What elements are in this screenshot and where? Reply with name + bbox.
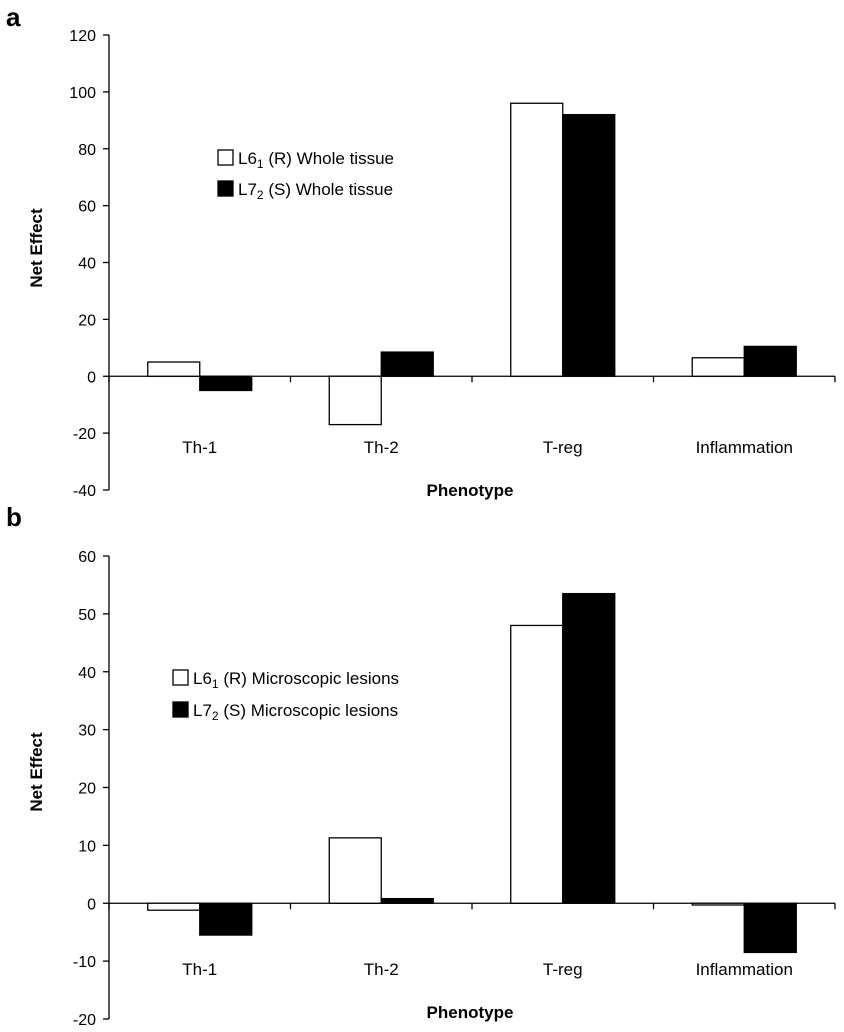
y-axis-title-a: Net Effect xyxy=(27,208,46,288)
panel-letter-a: a xyxy=(6,2,21,32)
y-tick-label-a-7: 100 xyxy=(69,85,96,102)
y-tick-label-a-6: 80 xyxy=(78,142,96,159)
bar-a-3-0 xyxy=(691,357,745,377)
legend-name-b-1: L7 xyxy=(193,701,212,720)
legend-a: L61 (R) Whole tissue L72 (S) Whole tissu… xyxy=(217,149,394,202)
legend-sub-b-1: 2 xyxy=(212,709,219,723)
y-tick-label-b-6: 40 xyxy=(78,665,96,682)
legend-label-a-1: L72 (S) Whole tissue xyxy=(238,180,393,202)
y-tick-label-b-8: 60 xyxy=(78,549,96,566)
y-tick-label-b-1: -10 xyxy=(73,954,96,971)
y-ticks-a: -40 -20 0 20 40 60 80 100 120 xyxy=(69,28,109,500)
bar-a-0-1 xyxy=(199,375,253,392)
panel-letter-b: b xyxy=(6,502,22,532)
category-labels-a: Th-1 Th-2 T-reg Inflammation xyxy=(182,438,793,457)
bar-b-1-0 xyxy=(328,837,382,904)
category-label-a-3: Inflammation xyxy=(696,438,793,457)
y-tick-label-b-2: 0 xyxy=(87,896,96,913)
legend-name-a-1: L7 xyxy=(238,180,257,199)
y-tick-label-b-0: -20 xyxy=(73,1012,96,1029)
bar-b-2-1 xyxy=(562,592,616,904)
category-label-b-2: T-reg xyxy=(543,960,583,979)
axes-a xyxy=(108,35,836,490)
bar-b-3-1 xyxy=(743,902,797,954)
category-label-b-3: Inflammation xyxy=(696,960,793,979)
legend-suffix-a-0: (R) Whole tissue xyxy=(264,149,394,168)
y-tick-label-a-0: -40 xyxy=(73,483,96,500)
legend-swatch-a-1 xyxy=(217,180,234,197)
panel-a: a Net Effect Phenotype -40 -20 0 20 40 60 80 10… xyxy=(6,2,836,500)
legend-swatch-a-0 xyxy=(217,149,234,166)
y-tick-label-a-1: -20 xyxy=(73,426,96,443)
legend-suffix-b-0: (R) Microscopic lesions xyxy=(219,669,399,688)
bar-b-3-0 xyxy=(691,902,745,906)
y-tick-label-a-3: 20 xyxy=(78,312,96,329)
bars-b xyxy=(147,592,797,954)
y-tick-label-a-2: 0 xyxy=(87,369,96,386)
legend-label-a-0: L61 (R) Whole tissue xyxy=(238,149,394,171)
y-tick-label-b-7: 50 xyxy=(78,607,96,624)
legend-b: L61 (R) Microscopic lesions L72 (S) Micr… xyxy=(172,669,399,723)
panel-b: b Net Effect Phenotype -20 -10 0 10 20 30 40 50… xyxy=(6,502,836,1029)
legend-label-b-1: L72 (S) Microscopic lesions xyxy=(193,701,398,723)
y-tick-label-a-4: 40 xyxy=(78,256,96,273)
bar-b-1-1 xyxy=(380,897,434,904)
x-axis-title-a: Phenotype xyxy=(427,481,514,500)
y-tick-label-b-4: 20 xyxy=(78,781,96,798)
legend-sub-a-0: 1 xyxy=(257,157,264,171)
x-axis-title-b: Phenotype xyxy=(427,1003,514,1022)
bars-a xyxy=(147,102,797,426)
legend-swatch-b-1 xyxy=(172,701,189,718)
legend-label-b-0: L61 (R) Microscopic lesions xyxy=(193,669,399,691)
category-label-a-0: Th-1 xyxy=(182,438,217,457)
y-tick-label-a-8: 120 xyxy=(69,28,96,45)
bar-a-2-0 xyxy=(510,102,564,377)
legend-suffix-a-1: (S) Whole tissue xyxy=(264,180,393,199)
bar-a-0-0 xyxy=(147,361,201,377)
y-tick-label-a-5: 60 xyxy=(78,199,96,216)
category-label-b-1: Th-2 xyxy=(364,960,399,979)
category-label-a-2: T-reg xyxy=(543,438,583,457)
legend-sub-a-1: 2 xyxy=(257,188,264,202)
bar-b-0-1 xyxy=(199,902,253,936)
legend-name-a-0: L6 xyxy=(238,149,257,168)
y-tick-label-b-5: 30 xyxy=(78,723,96,740)
bar-b-2-0 xyxy=(510,624,564,904)
bar-b-0-0 xyxy=(147,902,201,911)
y-ticks-b: -20 -10 0 10 20 30 40 50 60 xyxy=(73,549,109,1029)
legend-name-b-0: L6 xyxy=(193,669,212,688)
legend-swatch-b-0 xyxy=(172,669,189,686)
legend-sub-b-0: 1 xyxy=(212,677,219,691)
category-label-b-0: Th-1 xyxy=(182,960,217,979)
category-label-a-1: Th-2 xyxy=(364,438,399,457)
bar-a-3-1 xyxy=(743,345,797,377)
legend-suffix-b-1: (S) Microscopic lesions xyxy=(219,701,399,720)
bar-a-1-1 xyxy=(380,351,434,377)
bar-a-2-1 xyxy=(562,113,616,377)
y-axis-title-b: Net Effect xyxy=(27,732,46,812)
category-labels-b: Th-1 Th-2 T-reg Inflammation xyxy=(182,960,793,979)
bar-a-1-0 xyxy=(328,375,382,426)
axes-b xyxy=(108,556,836,1019)
y-tick-label-b-3: 10 xyxy=(78,838,96,855)
